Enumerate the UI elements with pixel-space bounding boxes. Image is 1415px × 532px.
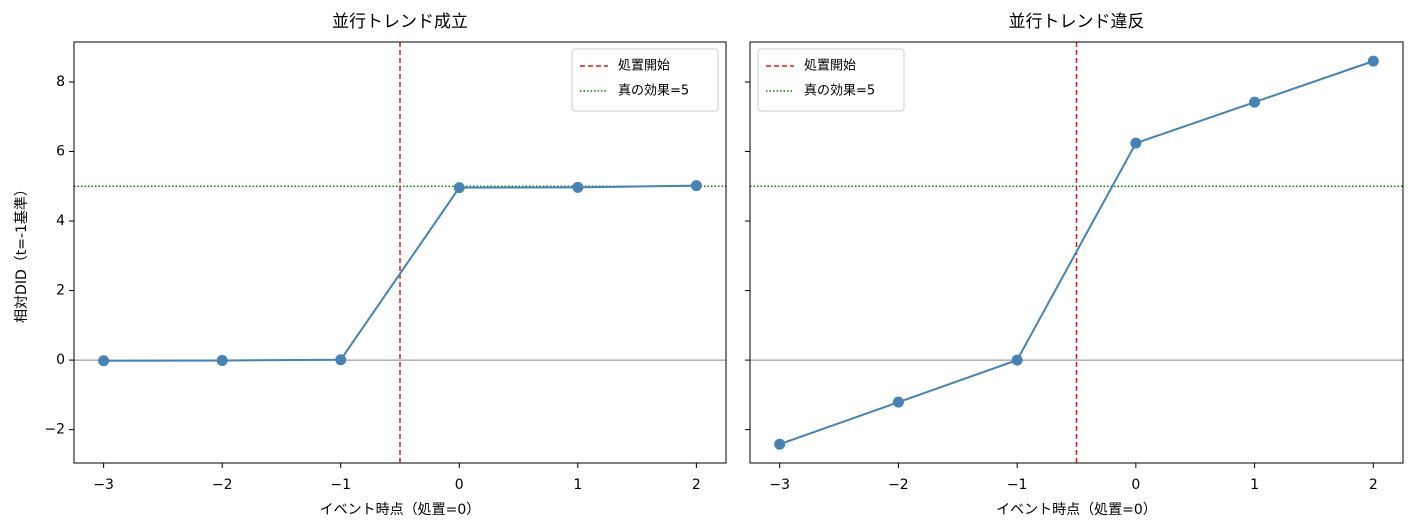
y-tick-label: 4 — [56, 213, 65, 229]
x-tick-label: −3 — [769, 477, 790, 493]
legend-box — [571, 48, 719, 112]
legend-label: 処置開始 — [804, 59, 856, 74]
data-point — [335, 354, 347, 366]
data-point — [98, 355, 110, 367]
panel-title: 並行トレンド成立 — [332, 12, 468, 32]
x-tick-label: 2 — [1369, 477, 1378, 493]
panel-title: 並行トレンド違反 — [1009, 12, 1145, 32]
x-tick-label: −1 — [1007, 477, 1028, 493]
data-point — [690, 180, 702, 192]
data-point — [1249, 96, 1261, 108]
data-point — [453, 182, 465, 194]
data-point — [216, 354, 228, 366]
data-line — [779, 60, 1374, 446]
legend-box — [757, 48, 905, 112]
data-point — [1130, 137, 1142, 149]
y-tick-label: 8 — [56, 74, 65, 90]
legend-label: 真の効果=5 — [618, 84, 689, 99]
y-tick-label: 0 — [56, 352, 65, 368]
x-tick-label: −2 — [212, 477, 233, 493]
x-axis-label: イベント時点（処置=0） — [320, 502, 481, 518]
y-tick-label: −2 — [44, 422, 65, 438]
x-tick-label: −1 — [330, 477, 351, 493]
legend-label: 真の効果=5 — [804, 84, 875, 99]
y-tick-label: 6 — [56, 144, 65, 160]
x-tick-label: 0 — [455, 477, 464, 493]
y-tick-label: 2 — [56, 283, 65, 299]
data-point — [1011, 354, 1023, 366]
data-point — [572, 181, 584, 193]
axes-frame — [749, 41, 1404, 464]
axes-frame — [73, 41, 727, 464]
y-axis-label: 相対DID（t=-1基準） — [13, 182, 30, 323]
x-axis-label: イベント時点（処置=0） — [996, 502, 1157, 518]
x-tick-label: −2 — [888, 477, 909, 493]
x-tick-label: −3 — [93, 477, 114, 493]
data-point — [1367, 55, 1379, 67]
data-point — [892, 396, 904, 408]
x-tick-label: 1 — [1250, 477, 1259, 493]
legend-label: 処置開始 — [618, 59, 670, 74]
x-tick-label: 1 — [573, 477, 582, 493]
data-line — [103, 184, 697, 362]
x-tick-label: 0 — [1131, 477, 1140, 493]
data-point — [774, 438, 786, 450]
x-tick-label: 2 — [692, 477, 701, 493]
